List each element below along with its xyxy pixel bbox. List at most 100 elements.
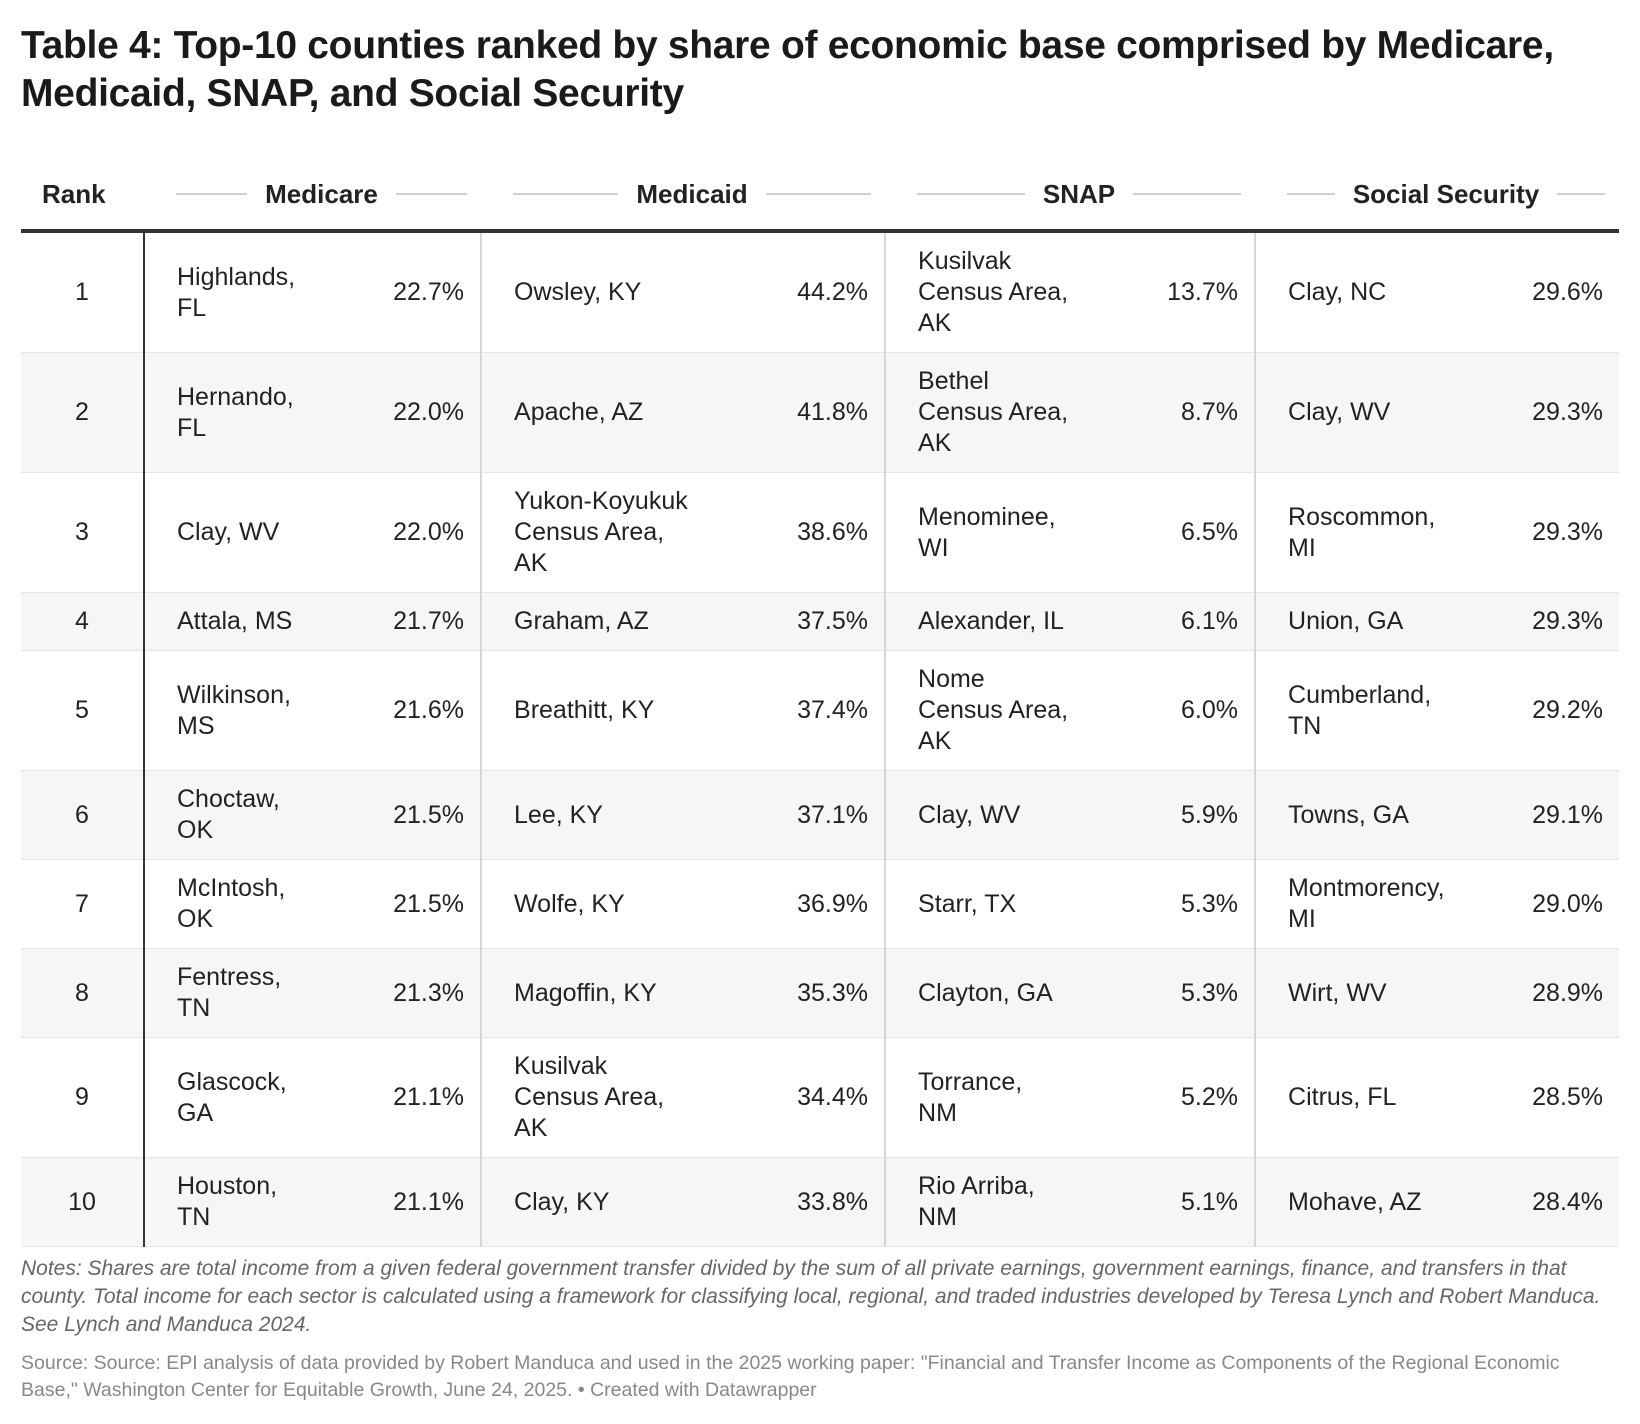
medicaid-share: 44.2% — [731, 231, 887, 353]
medicare-county: Fentress, TN — [144, 948, 344, 1038]
social-security-county: Clay, NC — [1288, 278, 1387, 306]
table-row: 5 Wilkinson, MS 21.6% Breathitt, KY 37.4% Nom… — [21, 650, 1620, 771]
snap-share: 5.1% — [1120, 1157, 1257, 1247]
medicare-share: 21.3% — [344, 948, 483, 1038]
snap-share: 13.7% — [1120, 231, 1257, 353]
social-security-share: 29.0% — [1532, 889, 1604, 918]
table-row: 10 Houston, TN 21.1% Clay, KY 33.8% Rio Arrib… — [21, 1157, 1620, 1247]
header-label: SNAP — [1042, 178, 1116, 209]
snap-county: Kusilvak Census Area, AK — [918, 247, 1069, 337]
medicaid-share: 38.6% — [731, 472, 887, 593]
social-security-share: 28.4% — [1495, 1157, 1620, 1247]
rank-cell: 1 — [21, 231, 145, 353]
medicare-share: 22.7% — [344, 231, 483, 353]
medicaid-county: Magoffin, KY — [481, 948, 732, 1038]
medicare-county: Choctaw, OK — [144, 770, 344, 860]
medicaid-share: 35.3% — [731, 948, 887, 1038]
divider-line — [1133, 193, 1242, 195]
header-label: Social Security — [1352, 178, 1540, 209]
table-row: 4 Attala, MS 21.7% Graham, AZ 37.5% Alexander… — [21, 592, 1620, 651]
divider-line — [1287, 193, 1335, 195]
snap-share: 8.7% — [1120, 352, 1257, 473]
medicare-county: Houston, TN — [144, 1157, 344, 1247]
medicaid-county: Owsley, KY — [514, 278, 642, 306]
social-security-county: Cumberland, TN — [1288, 680, 1432, 740]
medicare-county: Wilkinson, MS — [177, 680, 291, 740]
social-security-county: Wirt, WV — [1255, 948, 1496, 1038]
rank-cell: 3 — [21, 472, 145, 593]
notes: Notes: Shares are total income from a gi… — [21, 1257, 1601, 1336]
social-security-share: 28.9% — [1495, 948, 1620, 1038]
source: Source: Source: EPI analysis of data pro… — [21, 1352, 1560, 1401]
medicaid-share: 34.4% — [731, 1037, 887, 1158]
social-security-county: Mohave, AZ — [1255, 1157, 1496, 1247]
social-security-share: 29.6% — [1532, 278, 1604, 306]
snap-share: 6.1% — [1120, 592, 1257, 651]
table-row: 8 Fentress, TN 21.3% Magoffin, KY 35.3% Clayt… — [21, 948, 1620, 1038]
social-security-share: 29.3% — [1495, 592, 1620, 651]
header-medicaid: Medicaid — [481, 165, 886, 233]
medicaid-county: Clay, KY — [481, 1157, 732, 1247]
rank-cell: 10 — [21, 1157, 145, 1247]
header-snap: SNAP — [885, 165, 1256, 233]
medicaid-share: 33.8% — [731, 1157, 887, 1247]
divider-line — [917, 193, 1025, 195]
table-row: 3 Clay, WV 22.0% Yukon-Koyukuk Census Area,… — [21, 472, 1620, 593]
social-security-share: 29.3% — [1532, 518, 1604, 546]
medicare-share: 22.0% — [344, 352, 483, 473]
table-row: 7 McIntosh, OK 21.5% Wolfe, KY 36.9% Starr, T… — [21, 859, 1620, 949]
table-row: 9 Glascock, GA 21.1% Kusilvak Census Area, … — [21, 1037, 1620, 1158]
medicare-share: 21.5% — [344, 770, 483, 860]
rank-cell: 4 — [21, 592, 145, 651]
medicare-share: 21.1% — [344, 1157, 483, 1247]
medicaid-share: 41.8% — [731, 352, 887, 473]
header-social-security: Social Security — [1255, 165, 1620, 233]
snap-county: Nome Census Area, AK — [918, 665, 1069, 755]
social-security-county: Roscommon, MI — [1288, 502, 1436, 562]
divider-line — [395, 193, 468, 195]
social-security-share: 29.2% — [1532, 696, 1604, 724]
medicaid-share: 37.4% — [731, 650, 887, 771]
snap-share: 5.3% — [1120, 859, 1257, 949]
medicaid-county: Breathitt, KY — [514, 696, 655, 724]
medicaid-county: Wolfe, KY — [514, 889, 625, 918]
medicare-county: Hernando, FL — [144, 352, 344, 473]
medicare-share: 21.5% — [344, 859, 483, 949]
snap-share: 5.3% — [1120, 948, 1257, 1038]
medicare-county: Attala, MS — [144, 592, 344, 651]
rank-cell: 7 — [21, 859, 145, 949]
social-security-share: 29.3% — [1495, 352, 1620, 473]
social-security-county: Montmorency, MI — [1288, 874, 1445, 933]
snap-county: Bethel Census Area, AK — [885, 352, 1121, 473]
social-security-county: Union, GA — [1255, 592, 1496, 651]
rank-cell: 9 — [21, 1037, 145, 1158]
social-security-share: 28.5% — [1532, 1083, 1604, 1111]
snap-county: Alexander, IL — [885, 592, 1121, 651]
medicare-share: 21.7% — [344, 592, 483, 651]
table-row: 2 Hernando, FL 22.0% Apache, AZ 41.8% Bethel … — [21, 352, 1620, 473]
header-label: Medicare — [265, 178, 378, 209]
divider-line — [765, 193, 872, 195]
medicare-share: 21.6% — [344, 650, 483, 771]
social-security-county: Clay, WV — [1255, 352, 1496, 473]
snap-share: 6.0% — [1120, 650, 1257, 771]
divider-line — [513, 193, 619, 195]
medicaid-county: Apache, AZ — [481, 352, 732, 473]
medicare-share: 21.1% — [344, 1037, 483, 1158]
snap-share: 5.2% — [1120, 1037, 1257, 1158]
social-security-county: Citrus, FL — [1288, 1083, 1397, 1111]
snap-county: Menominee, WI — [918, 502, 1056, 562]
medicaid-county: Yukon-Koyukuk Census Area, AK — [514, 487, 688, 577]
medicaid-share: 37.1% — [731, 770, 887, 860]
snap-county: Starr, TX — [918, 889, 1017, 918]
medicare-county: Glascock, GA — [177, 1067, 287, 1127]
table-title: Table 4: Top-10 counties ranked by share… — [21, 24, 1554, 115]
header-row: Rank Medicare Medicaid SNAP Social Secur… — [21, 165, 1620, 233]
table-row: 6 Choctaw, OK 21.5% Lee, KY 37.1% Clay, WV 5.9… — [21, 770, 1620, 860]
medicaid-share: 36.9% — [731, 859, 887, 949]
medicare-share: 22.0% — [344, 472, 483, 593]
header-rank: Rank — [21, 165, 144, 233]
header-medicare: Medicare — [144, 165, 482, 233]
social-security-county: Towns, GA — [1255, 770, 1496, 860]
medicaid-share: 37.5% — [731, 592, 887, 651]
